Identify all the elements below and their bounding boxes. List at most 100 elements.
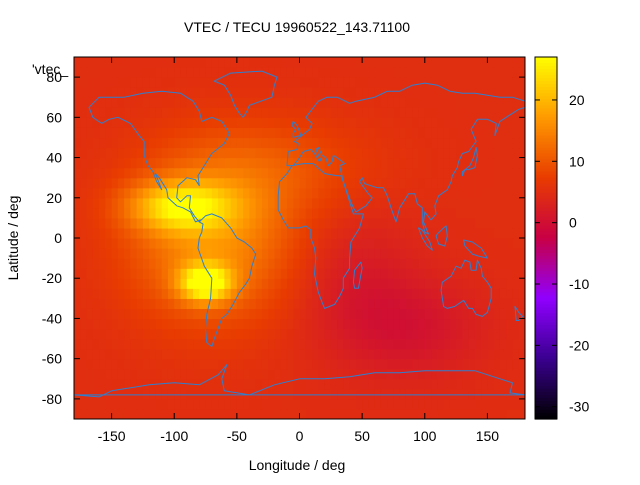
heatmap-cell xyxy=(512,147,520,159)
heatmap-cell xyxy=(142,77,150,88)
colorbar-segment xyxy=(535,304,557,308)
heatmap-cell xyxy=(299,278,307,289)
heatmap-cell xyxy=(149,398,157,410)
heatmap-cell xyxy=(224,238,232,249)
heatmap-cell xyxy=(399,358,407,370)
heatmap-cell xyxy=(274,368,282,380)
heatmap-cell xyxy=(481,197,489,209)
heatmap-cell xyxy=(205,167,213,179)
heatmap-cell xyxy=(167,117,175,128)
heatmap-cell xyxy=(437,328,445,340)
heatmap-cell xyxy=(174,147,182,159)
heatmap-cell xyxy=(80,298,88,309)
heatmap-cell xyxy=(280,348,288,360)
heatmap-cell xyxy=(418,398,426,410)
heatmap-cell xyxy=(418,308,426,320)
heatmap-cell xyxy=(205,378,213,390)
heatmap-cell xyxy=(205,328,213,340)
heatmap-cell xyxy=(418,328,426,340)
heatmap-cell xyxy=(468,147,476,159)
heatmap-cell xyxy=(493,288,501,299)
heatmap-cell xyxy=(149,368,157,380)
heatmap-cell xyxy=(293,127,301,139)
heatmap-cell xyxy=(337,278,344,289)
heatmap-cell xyxy=(481,348,489,360)
colorbar-segment xyxy=(535,388,557,393)
heatmap-cell xyxy=(474,67,482,78)
heatmap-cell xyxy=(343,177,351,189)
heatmap-cell xyxy=(418,408,426,419)
heatmap-cell xyxy=(99,137,106,149)
heatmap-cell xyxy=(211,348,219,360)
heatmap-cell xyxy=(186,328,194,340)
heatmap-cell xyxy=(493,157,501,169)
heatmap-cell xyxy=(343,408,351,419)
heatmap-cell xyxy=(174,248,182,259)
heatmap-cell xyxy=(443,197,451,209)
heatmap-cell xyxy=(117,318,125,330)
heatmap-cell xyxy=(111,67,119,78)
heatmap-cell xyxy=(493,227,501,239)
heatmap-cell xyxy=(462,268,470,279)
heatmap-cell xyxy=(286,217,294,229)
heatmap-cell xyxy=(74,248,81,259)
heatmap-cell xyxy=(456,117,463,128)
heatmap-cell xyxy=(286,147,294,159)
heatmap-cell xyxy=(418,217,426,229)
heatmap-cell xyxy=(136,318,144,330)
heatmap-cell xyxy=(374,258,382,269)
heatmap-cell xyxy=(99,258,106,269)
heatmap-cell xyxy=(393,368,401,380)
heatmap-cell xyxy=(330,398,338,410)
heatmap-cell xyxy=(330,278,338,289)
heatmap-cell xyxy=(318,217,326,229)
heatmap-cell xyxy=(380,308,388,320)
heatmap-cell xyxy=(167,328,175,340)
heatmap-cell xyxy=(449,147,457,159)
heatmap-cell xyxy=(117,338,125,350)
colorbar-segment xyxy=(535,319,557,324)
heatmap-cell xyxy=(230,248,238,259)
heatmap-cell xyxy=(105,127,113,139)
colorbar-segment xyxy=(535,271,557,275)
heatmap-cell xyxy=(412,217,420,229)
heatmap-cell xyxy=(224,137,232,149)
heatmap-cell xyxy=(387,97,395,108)
heatmap-cell xyxy=(374,127,382,139)
heatmap-cell xyxy=(512,87,520,98)
heatmap-cell xyxy=(280,298,288,309)
heatmap-cell xyxy=(261,318,269,330)
heatmap-cell xyxy=(299,368,307,380)
heatmap-cell xyxy=(218,157,225,169)
colorbar-segment xyxy=(535,207,557,212)
heatmap-cell xyxy=(405,137,413,149)
heatmap-cell xyxy=(111,217,119,229)
heatmap-cell xyxy=(305,147,313,159)
heatmap-cell xyxy=(218,67,225,78)
heatmap-cell xyxy=(193,207,200,219)
heatmap-cell xyxy=(280,207,288,219)
heatmap-cell xyxy=(230,328,238,340)
heatmap-cell xyxy=(412,378,420,390)
heatmap-cell xyxy=(330,348,338,360)
heatmap-cell xyxy=(236,248,244,259)
heatmap-cell xyxy=(424,197,432,209)
heatmap-cell xyxy=(111,278,119,289)
heatmap-cell xyxy=(142,248,150,259)
heatmap-cell xyxy=(180,107,188,118)
heatmap-cell xyxy=(393,238,401,249)
heatmap-cell xyxy=(286,408,294,419)
heatmap-cell xyxy=(512,378,520,390)
heatmap-cell xyxy=(343,87,351,98)
heatmap-cell xyxy=(330,107,338,118)
heatmap-cell xyxy=(518,67,525,78)
heatmap-cell xyxy=(312,308,319,320)
heatmap-cell xyxy=(230,217,238,229)
heatmap-cell xyxy=(92,147,100,159)
heatmap-cell xyxy=(199,258,207,269)
colorbar-segment xyxy=(535,234,557,239)
heatmap-cell xyxy=(111,268,119,279)
heatmap-cell xyxy=(399,238,407,249)
heatmap-cell xyxy=(92,107,100,118)
heatmap-cell xyxy=(243,217,250,229)
